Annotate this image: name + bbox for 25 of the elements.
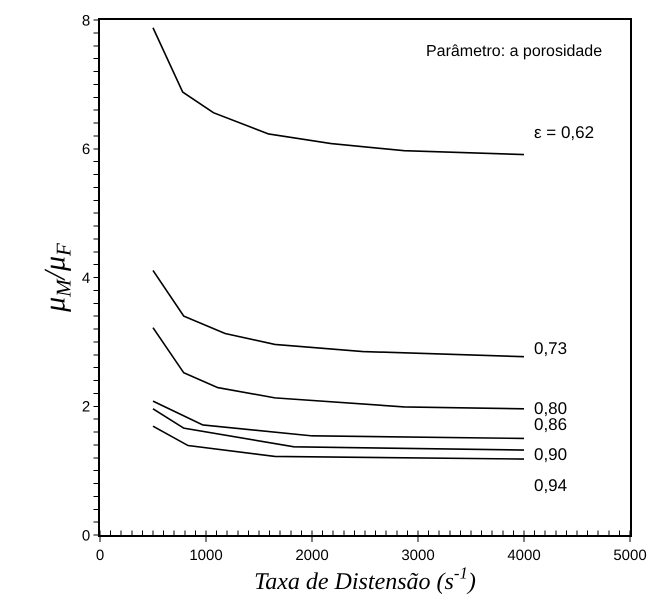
y-tick-label: 6 (82, 141, 90, 158)
x-tick-label: 1000 (189, 546, 223, 564)
series-label: 0,94 (534, 476, 568, 495)
y-tick-label: 4 (82, 270, 90, 287)
y-tick-label: 0 (82, 527, 90, 544)
x-axis-title: Taxa de Distensão (s$^{-1}$) (254, 564, 476, 595)
series-label: 0,73 (534, 339, 568, 358)
series-label: 0,90 (534, 445, 568, 464)
line-series (152, 408, 525, 451)
line-series (152, 270, 525, 358)
series-label: ε = 0,62 (534, 123, 594, 142)
annotation: Parâmetro: a porosidade (426, 43, 602, 60)
line-series (152, 26, 525, 156)
x-tick-label: 3000 (401, 546, 435, 564)
series-label: 0,80 (534, 399, 568, 418)
line-series (152, 400, 525, 440)
y-tick-label: 2 (82, 398, 90, 416)
y-tick-label: 8 (82, 12, 90, 30)
line-series (152, 425, 525, 460)
x-tick-label: 2000 (295, 546, 329, 564)
x-tick-label: 5000 (613, 546, 647, 564)
x-tick-label: 4000 (507, 546, 541, 564)
line-series (152, 326, 525, 410)
series-label: 0,86 (534, 415, 568, 434)
x-tick-label: 0 (96, 546, 104, 564)
